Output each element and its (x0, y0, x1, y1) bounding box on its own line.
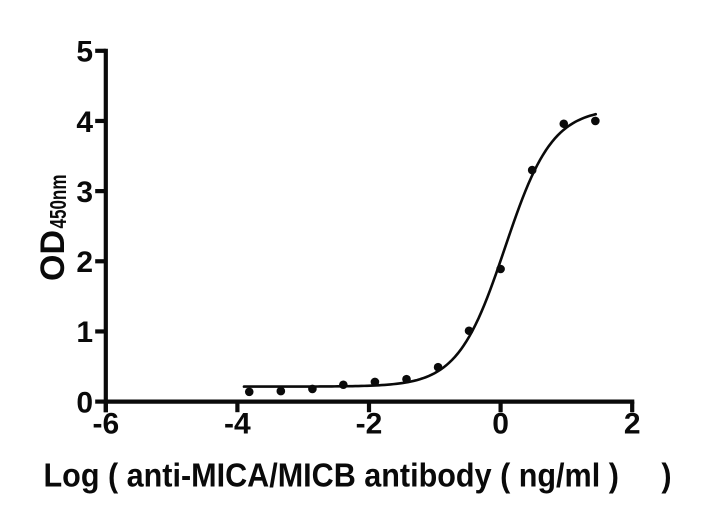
y-tick-label: 1 (76, 316, 93, 349)
data-point (464, 326, 474, 336)
data-point (496, 264, 505, 274)
y-axis-title-subscript: 450nm (45, 175, 71, 229)
y-tick-label: 0 (76, 386, 93, 419)
data-point (402, 374, 411, 384)
x-tick-label: -2 (356, 408, 383, 441)
y-tick-label: 4 (76, 106, 93, 139)
data-point (339, 380, 348, 390)
x-tick-label: 2 (624, 408, 641, 441)
y-tick-label: 2 (76, 246, 93, 279)
x-axis-title: Log ( anti-MICA/MICB antibody ( ng/ml ) … (44, 457, 672, 494)
x-tick-label: 0 (492, 408, 509, 441)
x-tick-label: -4 (224, 408, 251, 441)
y-axis-title-main: OD (34, 230, 72, 281)
data-point (308, 384, 317, 394)
y-tick-label: 5 (76, 36, 93, 69)
data-point (527, 165, 537, 175)
data-point (276, 386, 286, 396)
x-tick-label: -6 (92, 408, 119, 441)
data-point (591, 116, 600, 126)
data-point (433, 362, 443, 372)
fit-curve (242, 112, 598, 388)
y-tick-label: 3 (76, 176, 93, 209)
data-point (559, 119, 569, 129)
data-point (370, 377, 380, 387)
data-point (244, 387, 254, 397)
